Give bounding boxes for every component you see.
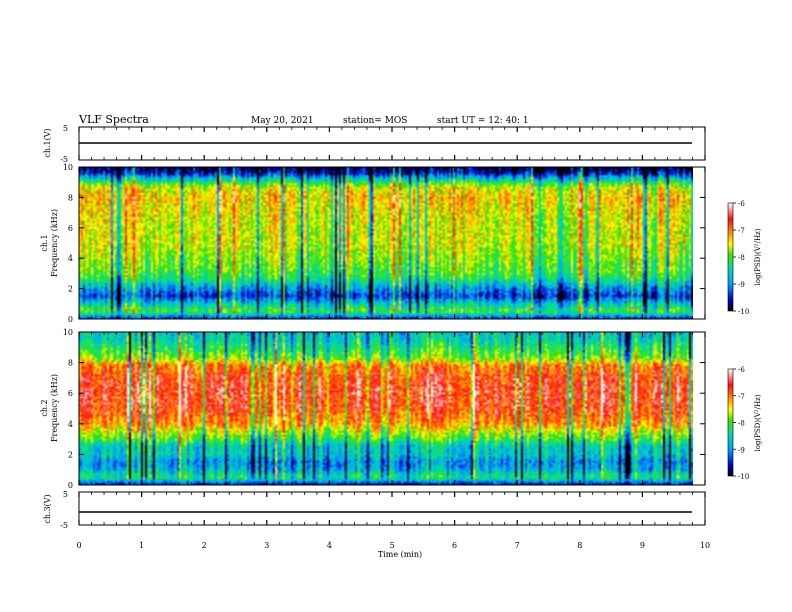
frequency-tick-label: 8	[68, 359, 73, 368]
colorbar-tick-label: -6	[738, 200, 745, 208]
ch1-spectrogram-image	[79, 167, 693, 319]
time-tick-label: 7	[515, 541, 520, 550]
ch2-channel-label: ch.2	[40, 399, 49, 416]
ch1-ytick-bottom: -5	[60, 155, 68, 164]
time-tick-label: 0	[76, 541, 81, 550]
time-tick-label: 8	[577, 541, 582, 550]
frequency-tick-label: 10	[63, 163, 73, 172]
time-tick-label: 1	[139, 541, 144, 550]
start-time-label: start UT = 12: 40: 1	[437, 116, 529, 126]
colorbar-tick-label: -10	[738, 308, 749, 316]
frequency-tick-label: 6	[68, 389, 73, 398]
colorbar-tick-label: -7	[738, 227, 745, 235]
time-tick-label: 9	[640, 541, 645, 550]
colorbar-tick-label: -9	[738, 281, 745, 289]
frequency-tick-label: 2	[68, 285, 73, 294]
ch1-colorbar-label: log(PSD)(V²/Hz)	[754, 228, 762, 285]
ch1-colorbar: -6 -7 -8 -9 -10 log(PSD)(V²/Hz)	[727, 200, 762, 316]
frequency-tick-label: 0	[68, 481, 73, 490]
ch3-ytick-bottom: -5	[60, 521, 68, 530]
time-axis-labels: 0 1 2 3 4 5 6 7 8 9 10	[76, 541, 710, 550]
time-axis-label: Time (min)	[378, 550, 422, 559]
time-tick-label: 3	[264, 541, 269, 550]
frequency-tick-label: 4	[68, 420, 73, 429]
ch3-voltage-panel: 5 -5 ch.3(V)	[43, 490, 706, 530]
figure-title: VLF Spectra	[78, 113, 149, 126]
ch1-channel-label: ch.1	[40, 234, 49, 251]
colorbar-tick-label: -8	[738, 420, 745, 428]
frequency-tick-label: 10	[63, 328, 73, 337]
frequency-tick-label: 4	[68, 254, 73, 263]
frequency-tick-label: 8	[68, 193, 73, 202]
time-axis-ticks	[78, 127, 706, 525]
ch3-voltage-ylabel: ch.3(V)	[43, 494, 52, 523]
colorbar-tick-label: -10	[738, 473, 749, 481]
ch1-spectrogram-panel: 0 2 4 6 8 10 ch.1 Frequency (kHz)	[40, 163, 706, 324]
station-label: station= MOS	[343, 116, 407, 126]
ch1-frequency-ylabel: Frequency (kHz)	[50, 209, 59, 277]
time-tick-label: 2	[202, 541, 207, 550]
time-tick-label: 4	[327, 541, 332, 550]
ch1-ytick-top: 5	[63, 124, 68, 133]
colorbar-tick-label: -8	[738, 254, 745, 262]
ch2-spectrogram-panel: 0 2 4 6 8 10 ch.2 Frequency (kHz)	[40, 328, 706, 490]
time-tick-label: 10	[700, 541, 710, 550]
ch2-colorbar: -6 -7 -8 -9 -10 log(PSD)(V²/Hz)	[727, 366, 762, 481]
colorbar-tick-label: -9	[738, 446, 745, 454]
frequency-tick-label: 2	[68, 450, 73, 459]
colorbar-tick-label: -6	[738, 366, 745, 374]
frequency-tick-label: 6	[68, 224, 73, 233]
ch2-spectrogram-image	[79, 332, 693, 485]
ch2-colorbar-label: log(PSD)(V²/Hz)	[754, 394, 762, 451]
ch1-voltage-panel: 5 -5 ch.1(V)	[43, 124, 706, 164]
ch2-frequency-ylabel: Frequency (kHz)	[50, 374, 59, 442]
ch3-ytick-top: 5	[63, 490, 68, 499]
date-label: May 20, 2021	[251, 116, 314, 126]
ch1-voltage-ylabel: ch.1(V)	[43, 128, 52, 157]
frequency-tick-label: 0	[68, 315, 73, 324]
time-tick-label: 5	[389, 541, 394, 550]
colorbar-tick-label: -7	[738, 393, 745, 401]
time-tick-label: 6	[452, 541, 457, 550]
